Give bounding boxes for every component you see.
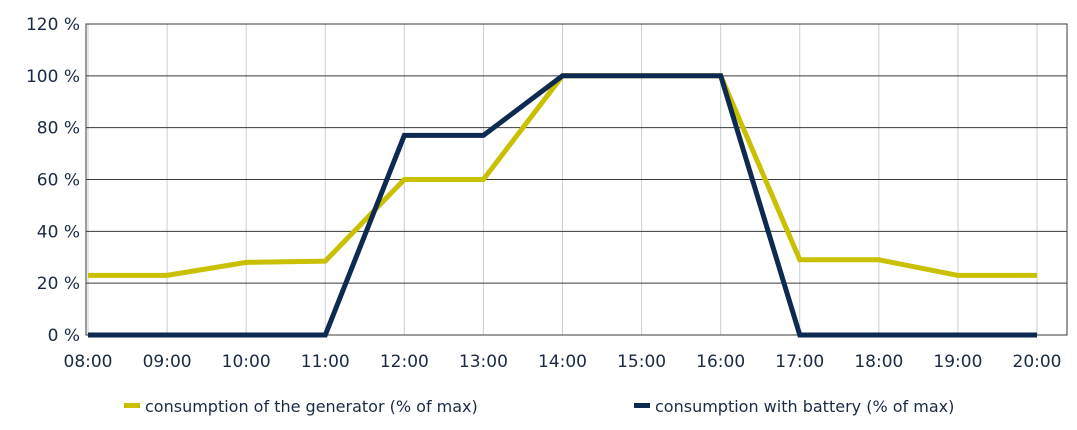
y-tick-label: 80 %: [37, 119, 80, 139]
legend-label-battery: consumption with battery (% of max): [655, 397, 954, 416]
x-tick-label: 16:00: [696, 352, 745, 372]
y-tick-label: 0 %: [48, 326, 80, 346]
legend-swatch-battery: [634, 403, 650, 408]
x-tick-label: 13:00: [459, 352, 508, 372]
legend-swatch-generator: [124, 403, 140, 408]
x-tick-label: 20:00: [1013, 352, 1062, 372]
x-tick-label: 15:00: [617, 352, 666, 372]
x-tick-label: 10:00: [222, 352, 271, 372]
y-tick-label: 60 %: [37, 171, 80, 191]
plot-frame: [85, 23, 1068, 336]
series-line-battery: [88, 73, 1037, 338]
x-tick-label: 08:00: [64, 352, 113, 372]
grid: [85, 23, 1068, 336]
x-tick-label: 11:00: [301, 352, 350, 372]
y-tick-label: 120 %: [26, 15, 80, 35]
series-lines: [88, 73, 1037, 338]
y-axis-tick-labels: 0 % 20 % 40 % 60 % 80 % 100 % 120 %: [26, 15, 80, 346]
x-tick-label: 09:00: [143, 352, 192, 372]
x-tick-label: 14:00: [538, 352, 587, 372]
x-tick-label: 12:00: [380, 352, 429, 372]
legend: consumption of the generator (% of max) …: [124, 397, 954, 416]
legend-item-generator: consumption of the generator (% of max): [124, 397, 478, 416]
x-axis-tick-labels: 08:00 09:00 10:00 11:00 12:00 13:00 14:00 15:00…: [64, 352, 1062, 372]
x-tick-label: 17:00: [775, 352, 824, 372]
legend-label-generator: consumption of the generator (% of max): [145, 397, 478, 416]
legend-item-battery: consumption with battery (% of max): [634, 397, 954, 416]
y-tick-label: 100 %: [26, 67, 80, 87]
x-tick-label: 18:00: [854, 352, 903, 372]
y-tick-label: 20 %: [37, 274, 80, 294]
x-tick-label: 19:00: [933, 352, 982, 372]
y-tick-label: 40 %: [37, 222, 80, 242]
